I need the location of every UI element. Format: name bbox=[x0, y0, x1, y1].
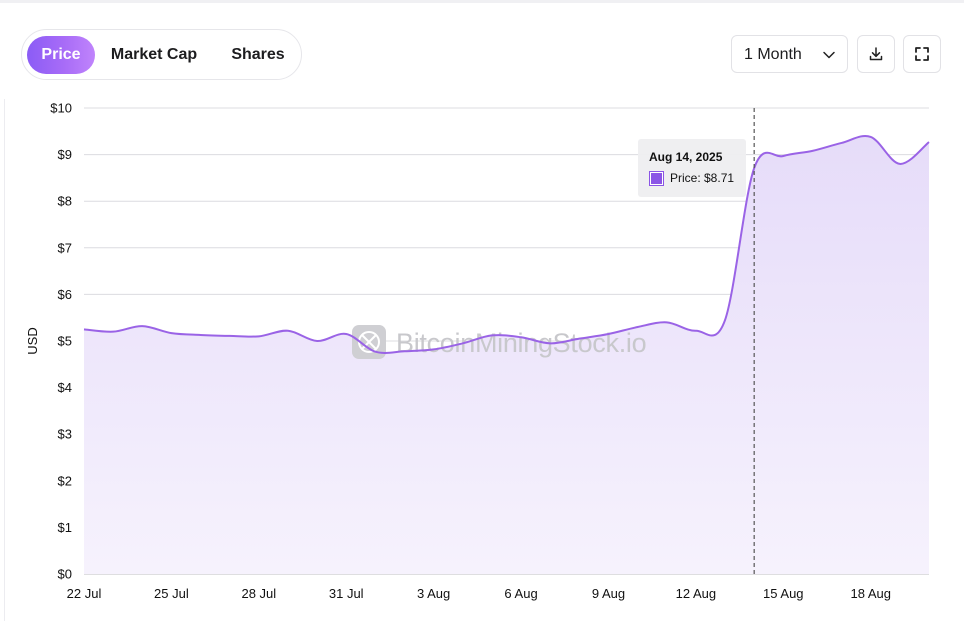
y-tick-label: $2 bbox=[58, 473, 72, 488]
y-tick-label: $3 bbox=[58, 427, 72, 442]
x-tick-label: 28 Jul bbox=[241, 586, 276, 601]
x-tick-label: 31 Jul bbox=[329, 586, 364, 601]
y-axis-label: USD bbox=[25, 327, 40, 354]
tab-shares[interactable]: Shares bbox=[231, 46, 285, 63]
price-chart: BitcoinMiningStock.io $0 $1 $2 $3 $4 $5 $6 $7 $8… bbox=[25, 101, 930, 601]
chart-tooltip: Aug 14, 2025 Price: $8.71 bbox=[638, 139, 746, 197]
y-tick-label: $9 bbox=[58, 147, 72, 162]
y-tick-label: $10 bbox=[50, 101, 72, 116]
y-tick-label: $8 bbox=[58, 194, 72, 209]
y-axis: $0 $1 $2 $3 $4 $5 $6 $7 $8 $9 $10 bbox=[50, 101, 72, 582]
watermark: BitcoinMiningStock.io bbox=[352, 325, 647, 359]
tooltip-series-swatch bbox=[649, 171, 664, 186]
tooltip-date: Aug 14, 2025 bbox=[649, 150, 723, 164]
x-tick-label: 18 Aug bbox=[850, 586, 891, 601]
y-tick-label: $1 bbox=[58, 520, 72, 535]
y-tick-label: $7 bbox=[58, 240, 72, 255]
download-icon bbox=[869, 47, 883, 61]
tooltip-value: Price: $8.71 bbox=[670, 171, 735, 185]
fullscreen-icon bbox=[915, 47, 929, 61]
watermark-text: BitcoinMiningStock.io bbox=[396, 328, 646, 358]
y-tick-label: $4 bbox=[58, 380, 72, 395]
watermark-logo-icon bbox=[352, 325, 386, 359]
panel-border bbox=[4, 99, 5, 621]
x-tick-label: 3 Aug bbox=[417, 586, 450, 601]
y-tick-label: $6 bbox=[58, 287, 72, 302]
time-range-select[interactable]: 1 Month bbox=[731, 35, 848, 73]
fullscreen-button[interactable] bbox=[903, 35, 941, 73]
y-tick-label: $5 bbox=[58, 334, 72, 349]
x-tick-label: 6 Aug bbox=[504, 586, 537, 601]
download-button[interactable] bbox=[857, 35, 895, 73]
chart-tabs: Price Market Cap Shares bbox=[21, 29, 302, 80]
price-area bbox=[84, 135, 929, 575]
price-line bbox=[83, 135, 930, 354]
time-range-value: 1 Month bbox=[744, 46, 802, 63]
x-tick-label: 9 Aug bbox=[592, 586, 625, 601]
x-axis: 22 Jul 25 Jul 28 Jul 31 Jul 3 Aug 6 Aug 9 Aug 1… bbox=[67, 586, 891, 601]
chevron-down-icon bbox=[822, 48, 836, 67]
x-tick-label: 22 Jul bbox=[67, 586, 102, 601]
x-tick-label: 12 Aug bbox=[676, 586, 717, 601]
x-tick-label: 15 Aug bbox=[763, 586, 804, 601]
y-tick-label: $0 bbox=[58, 567, 72, 582]
tab-market-cap[interactable]: Market Cap bbox=[110, 46, 198, 63]
x-tick-label: 25 Jul bbox=[154, 586, 189, 601]
tab-price[interactable]: Price bbox=[27, 36, 95, 74]
